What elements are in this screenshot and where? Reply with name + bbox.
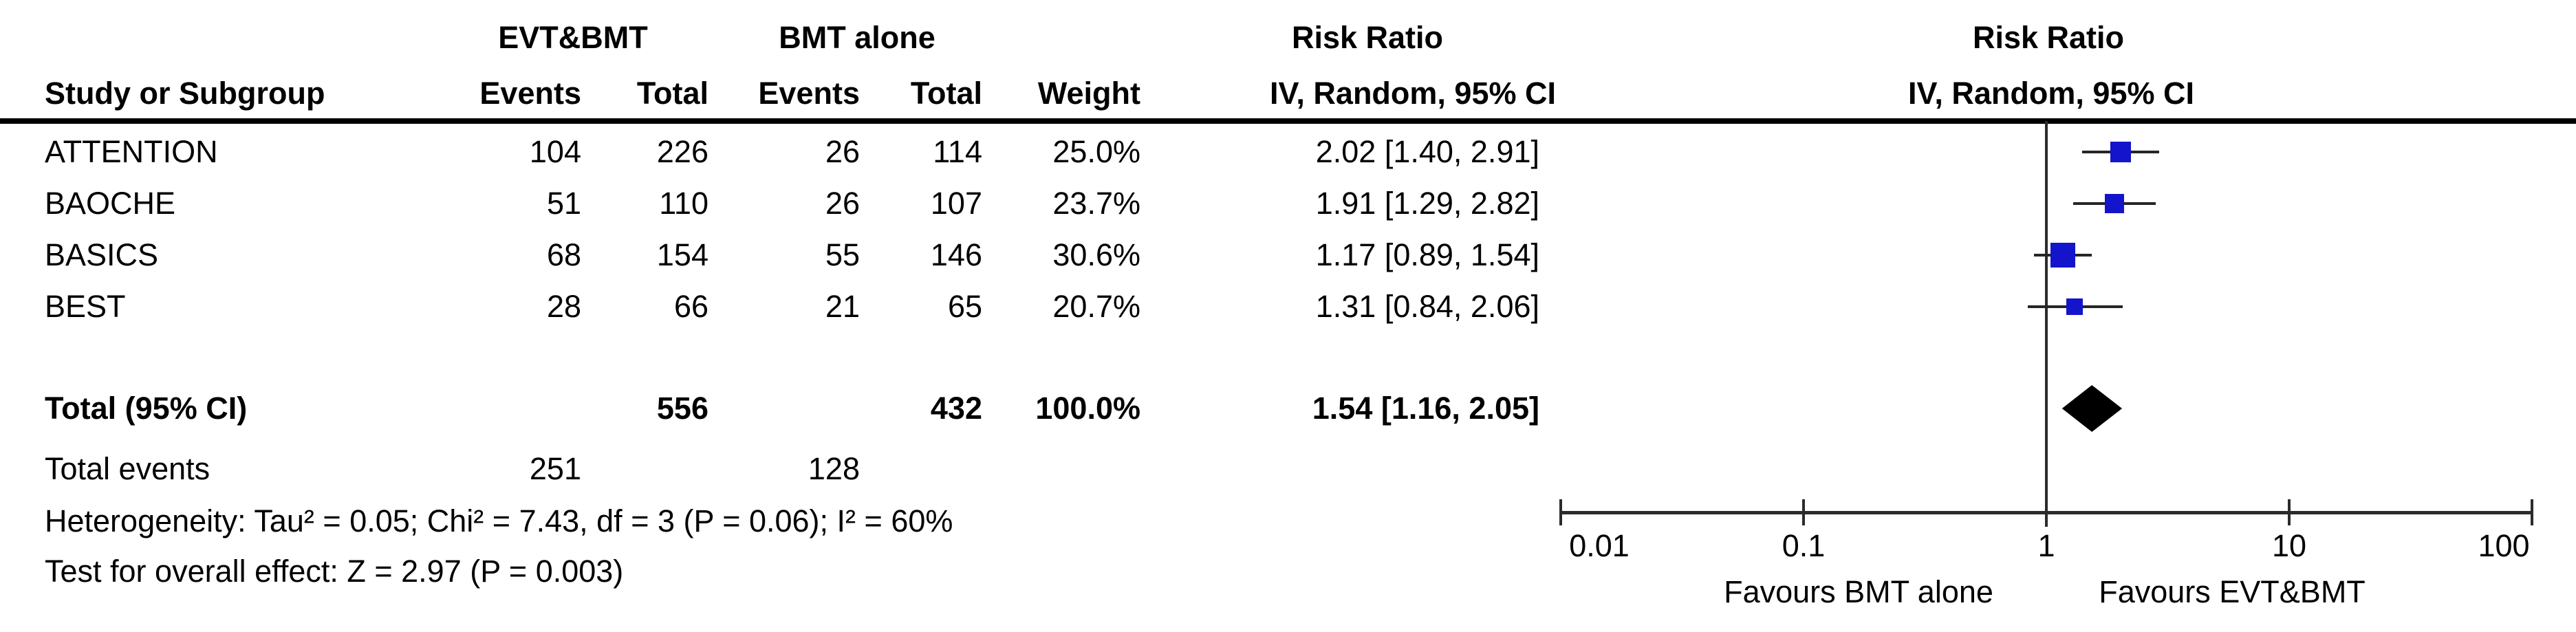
axis-tick: [2531, 499, 2533, 525]
total-ci: 1.54 [1.16, 2.05]: [1312, 391, 1539, 426]
axis-tick: [1802, 499, 1805, 525]
null-effect-line: [2045, 121, 2048, 527]
overall-effect-text: Test for overall effect: Z = 2.97 (P = 0…: [45, 554, 624, 589]
axis-tick-label: 1: [2037, 528, 2055, 563]
total-events-label: Total events: [45, 451, 210, 486]
col-header-study: Study or Subgroup: [45, 76, 325, 111]
col-header-total1: Total: [636, 76, 708, 111]
total-events-events2: 128: [808, 451, 860, 486]
study-events1: 28: [546, 289, 581, 324]
study-events1: 51: [546, 186, 581, 221]
study-events1: 104: [529, 134, 581, 169]
col-header-weight: Weight: [1037, 76, 1140, 111]
study-weight: 30.6%: [1052, 237, 1140, 272]
axis-tick: [1559, 499, 1562, 525]
axis-tick: [2288, 499, 2291, 525]
study-weight: 20.7%: [1052, 289, 1140, 324]
total-total1: 556: [656, 391, 708, 426]
study-events1: 68: [546, 237, 581, 272]
study-events2: 26: [825, 134, 860, 169]
study-total1: 66: [673, 289, 708, 324]
col-header-events2: Events: [758, 76, 860, 111]
effect-header-left: Risk Ratio: [1291, 20, 1444, 55]
total-label: Total (95% CI): [45, 391, 248, 426]
effect-header-right: Risk Ratio: [1972, 20, 2125, 55]
axis-tick-label: 0.01: [1569, 528, 1630, 563]
group1-header: EVT&BMT: [498, 20, 648, 55]
study-events2: 26: [825, 186, 860, 221]
col-header-events1: Events: [479, 76, 581, 111]
col-header-total2: Total: [910, 76, 982, 111]
study-total1: 110: [659, 186, 708, 221]
heterogeneity-text: Heterogeneity: Tau² = 0.05; Chi² = 7.43,…: [45, 503, 953, 538]
study-weight: 25.0%: [1052, 134, 1140, 169]
favours-left-label: Favours BMT alone: [1724, 574, 1993, 609]
study-total1: 154: [656, 237, 708, 272]
study-marker: [2066, 298, 2083, 315]
study-name: ATTENTION: [45, 134, 218, 169]
summary-diamond: [2061, 385, 2123, 432]
study-events2: 55: [825, 237, 860, 272]
axis-tick-label: 10: [2271, 528, 2307, 563]
study-ci-text: 1.17 [0.89, 1.54]: [1315, 237, 1539, 272]
col-header-ci-left: IV, Random, 95% CI: [1270, 76, 1556, 111]
study-weight: 23.7%: [1052, 186, 1140, 221]
study-name: BEST: [45, 289, 126, 324]
col-header-ci-right: IV, Random, 95% CI: [1908, 76, 2194, 111]
study-marker: [2050, 243, 2076, 268]
study-ci-text: 1.31 [0.84, 2.06]: [1315, 289, 1539, 324]
favours-right-label: Favours EVT&BMT: [2099, 574, 2366, 609]
study-total2: 107: [930, 186, 982, 221]
study-total1: 226: [656, 134, 708, 169]
header-rule: [0, 118, 2576, 124]
study-name: BAOCHE: [45, 186, 176, 221]
study-events2: 21: [825, 289, 860, 324]
study-marker: [2110, 142, 2131, 162]
axis-tick-label: 0.1: [1782, 528, 1826, 563]
study-total2: 146: [930, 237, 982, 272]
study-ci-text: 2.02 [1.40, 2.91]: [1315, 134, 1539, 169]
study-name: BASICS: [45, 237, 159, 272]
total-events-events1: 251: [529, 451, 581, 486]
study-total2: 114: [933, 134, 982, 169]
total-weight: 100.0%: [1035, 391, 1140, 426]
study-ci-text: 1.91 [1.29, 2.82]: [1315, 186, 1539, 221]
total-total2: 432: [930, 391, 982, 426]
axis-tick: [2045, 499, 2048, 525]
study-total2: 65: [947, 289, 982, 324]
group2-header: BMT alone: [779, 20, 935, 55]
study-marker: [2105, 194, 2125, 213]
axis-tick-label: 100: [2478, 528, 2530, 563]
